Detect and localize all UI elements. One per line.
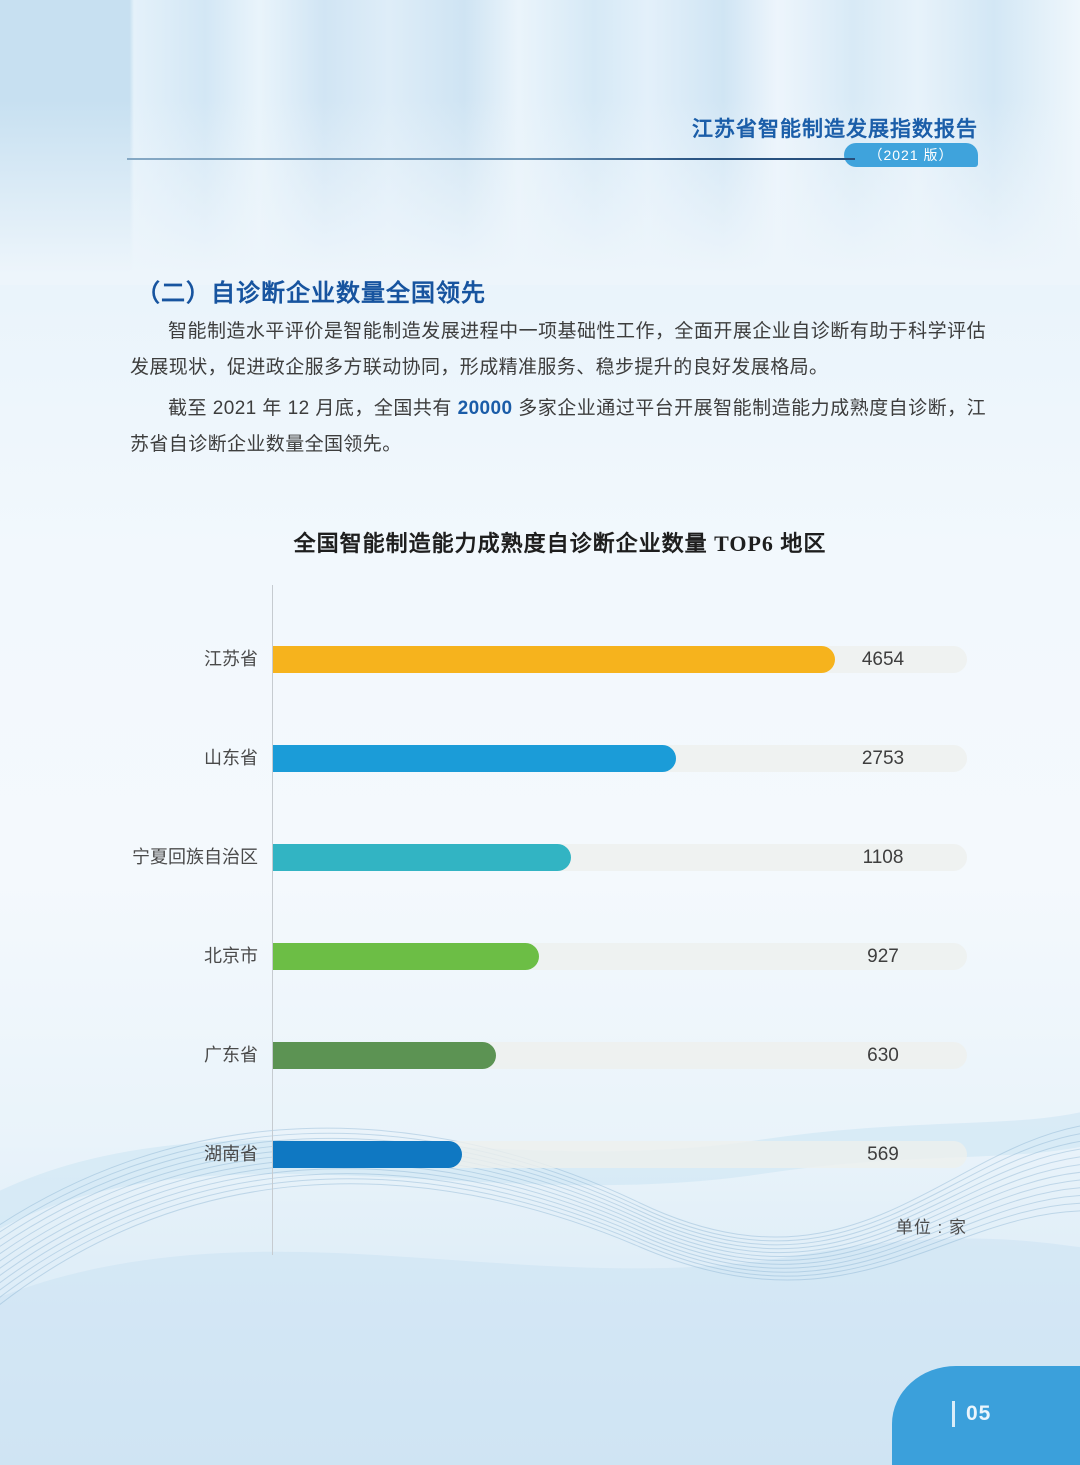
- category-label: 宁夏回族自治区: [132, 847, 258, 867]
- chart-title: 全国智能制造能力成熟度自诊断企业数量 TOP6 地区: [293, 531, 827, 556]
- chart-row: 湖南省 569: [130, 1141, 1010, 1168]
- body-paragraph-2: 截至 2021 年 12 月底，全国共有 20000 多家企业通过平台开展智能制…: [130, 391, 986, 462]
- bar: [273, 844, 571, 871]
- report-title: 江苏省智能制造发展指数报告: [692, 118, 978, 141]
- bar: [273, 646, 835, 673]
- value-label: 927: [867, 946, 899, 967]
- section-heading: （二）自诊断企业数量全国领先: [136, 280, 486, 307]
- body-paragraph-1: 智能制造水平评价是智能制造发展进程中一项基础性工作，全面开展企业自诊断有助于科学…: [130, 321, 986, 378]
- paragraph-2-suffix: 多家企业通过平台开展智能制造能力成熟度自诊断，江苏省自诊断企业数量全国领先。: [130, 398, 986, 455]
- category-label: 山东省: [204, 748, 258, 768]
- chart-row: 广东省 630: [130, 1042, 1010, 1069]
- bar: [273, 1042, 496, 1069]
- value-label: 569: [867, 1144, 899, 1165]
- highlight-number: 20000: [457, 398, 513, 419]
- chart-row: 宁夏回族自治区 1108: [130, 844, 1010, 871]
- category-label: 湖南省: [204, 1144, 258, 1164]
- chart-row: 北京市 927: [130, 943, 1010, 970]
- bar: [273, 1141, 462, 1168]
- header-rule: [127, 158, 855, 160]
- wave-lines-decoration: [0, 1112, 1080, 1465]
- top-stripes-fade: [0, 0, 1080, 285]
- value-label: 4654: [861, 649, 905, 670]
- page-number-text: 05: [966, 1402, 992, 1425]
- chart-row: 江苏省 4654: [130, 646, 1010, 673]
- category-label: 广东省: [204, 1045, 258, 1065]
- bar: [273, 745, 676, 772]
- edition-badge: （2021 版）: [844, 143, 978, 167]
- value-label: 1108: [862, 847, 904, 868]
- value-label: 630: [867, 1045, 899, 1066]
- paragraph-2-prefix: 截至 2021 年 12 月底，全国共有: [168, 398, 458, 419]
- category-axis-line: [272, 585, 273, 1255]
- bar-chart: 江苏省 4654 山东省 2753 宁夏回族自治区 1108 北京市 927 广东省 630 湖南省…: [130, 585, 1010, 1257]
- unit-label: 单位 : 家: [895, 1218, 967, 1237]
- chart-row: 山东省 2753: [130, 745, 1010, 772]
- bar: [273, 943, 539, 970]
- value-label: 2753: [861, 748, 905, 769]
- page-number-badge: 05: [892, 1366, 1080, 1465]
- category-label: 江苏省: [204, 649, 258, 669]
- category-label: 北京市: [204, 946, 258, 966]
- page-number: 05: [952, 1401, 991, 1427]
- page-number-separator-icon: [952, 1401, 955, 1427]
